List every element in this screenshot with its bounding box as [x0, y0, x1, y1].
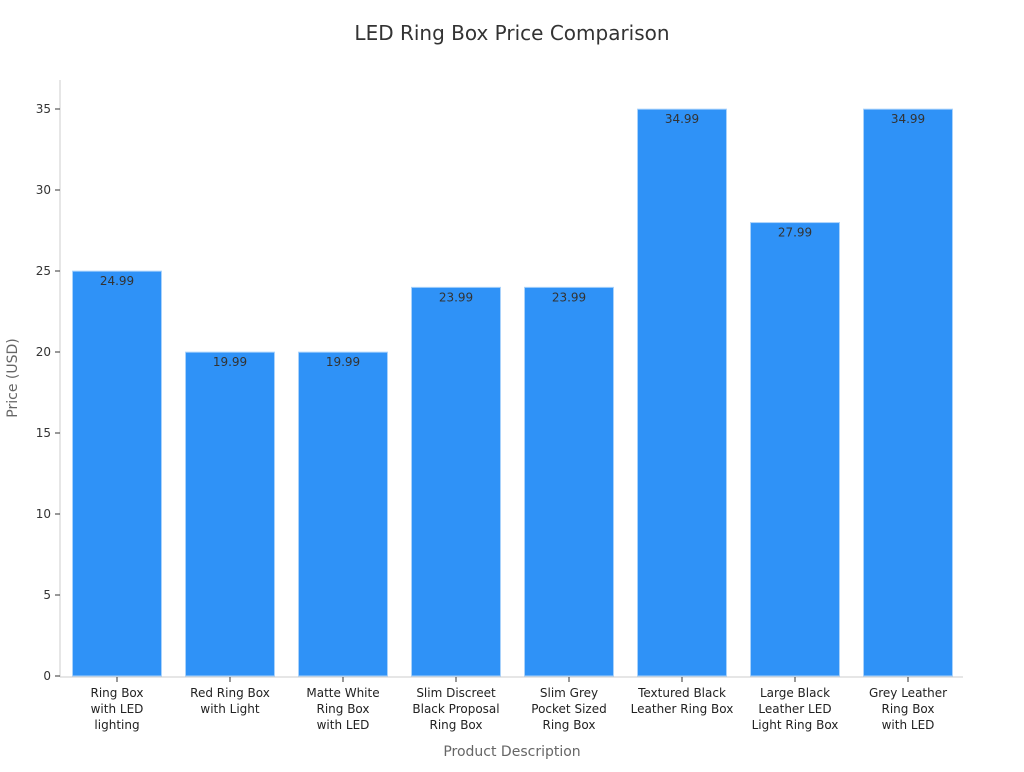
x-tick-label: Textured Black Leather Ring Box: [631, 686, 734, 716]
bar: [411, 286, 501, 677]
y-tick-label: 5: [43, 588, 51, 602]
x-tick-label: Slim Grey Pocket Sized Ring Box: [531, 686, 606, 732]
chart-title: LED Ring Box Price Comparison: [354, 21, 669, 45]
bar-value-label: 23.99: [439, 290, 473, 304]
x-tick-label: Ring Box with LED lighting: [90, 686, 143, 732]
bar-value-label: 34.99: [665, 112, 699, 126]
bar-value-label: 24.99: [100, 274, 134, 288]
bar: [863, 108, 953, 677]
y-tick-label: 35: [36, 102, 51, 116]
x-axis-label: Product Description: [443, 744, 580, 760]
bar-value-label: 19.99: [213, 355, 247, 369]
x-tick-label: Red Ring Box with Light: [190, 686, 270, 716]
y-tick-label: 25: [36, 264, 51, 278]
x-tick-label: Slim Discreet Black Proposal Ring Box: [412, 686, 499, 732]
x-tick-label: Matte White Ring Box with LED: [306, 686, 379, 732]
y-tick-label: 15: [36, 426, 51, 440]
bar-value-label: 34.99: [891, 112, 925, 126]
bar: [72, 270, 162, 677]
bar-value-label: 19.99: [326, 355, 360, 369]
y-tick-label: 30: [36, 183, 51, 197]
y-tick-label: 0: [43, 669, 51, 683]
bar: [750, 222, 840, 677]
y-tick-label: 20: [36, 345, 51, 359]
bar: [637, 108, 727, 677]
x-tick-label: Grey Leather Ring Box with LED: [869, 686, 947, 732]
bar-value-label: 27.99: [778, 226, 812, 240]
bar: [185, 351, 275, 677]
x-tick-label: Large Black Leather LED Light Ring Box: [752, 686, 839, 732]
y-tick-label: 10: [36, 507, 51, 521]
bar: [524, 286, 614, 677]
bar: [298, 351, 388, 677]
y-axis-label: Price (USD): [5, 338, 21, 417]
bar-value-label: 23.99: [552, 290, 586, 304]
